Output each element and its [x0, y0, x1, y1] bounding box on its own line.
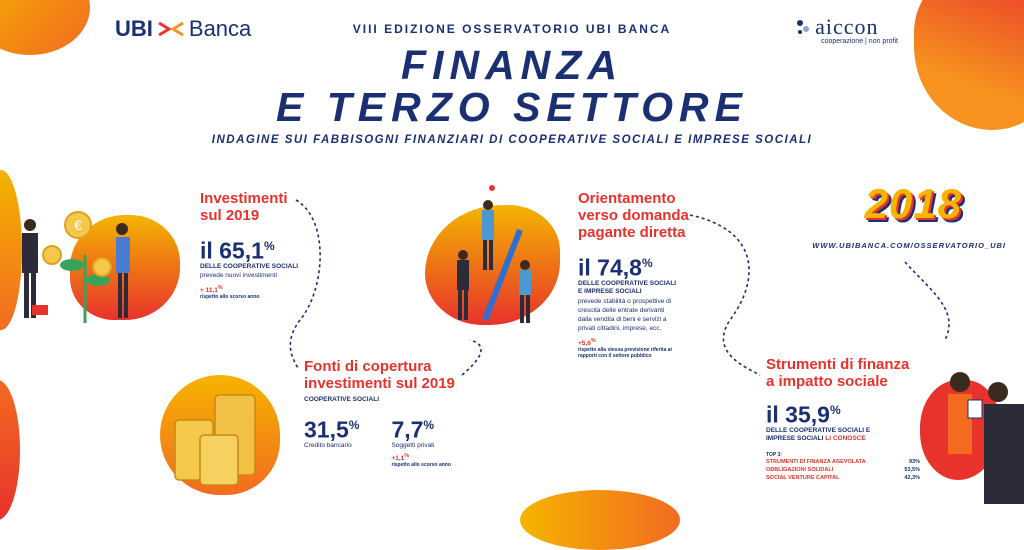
orientamento-title-2: verso domanda	[578, 207, 689, 224]
observatory-url-link[interactable]: WWW.UBIBANCA.COM/OSSERVATORIO_UBI	[812, 241, 1006, 250]
fonti-delta-note: rispetto allo scorso anno	[391, 462, 451, 469]
investimenti-title-1: Investimenti	[200, 190, 288, 207]
aiccon-name: aiccon	[815, 14, 879, 39]
fonti-label-privati: Soggetti privati	[391, 442, 435, 450]
business-meeting-icon	[948, 372, 1024, 504]
ladder-illustration	[425, 180, 565, 330]
orientamento-delta-note-1: rispetto alla stessa previsione riferita…	[578, 346, 672, 353]
orientamento-delta: +5,6%	[578, 337, 596, 347]
investimenti-title-2: sul 2019	[200, 207, 260, 224]
fonti-title-1: Fonti di copertura	[304, 358, 432, 375]
strumenti-top3-table: STRUMENTI DI FINANZA AGEVOLATA 93% OBBLIG…	[766, 458, 920, 482]
ubi-banca-logo: UBI Banca	[115, 16, 251, 42]
orientamento-title-1: Orientamento	[578, 190, 676, 207]
ubi-logo-text: UBI	[115, 16, 153, 41]
investimenti-illustration: €	[0, 205, 185, 330]
decor-blob-bottom-left	[0, 380, 20, 520]
dashed-connector-lines	[289, 199, 950, 376]
edition-label: VIII EDIZIONE OSSERVATORIO UBI BANCA	[352, 22, 672, 36]
business-people-plant-icon: €	[22, 211, 130, 323]
table-row: STRUMENTI DI FINANZA AGEVOLATA 93%	[766, 458, 920, 465]
orientamento-value: il 74,8%	[578, 254, 653, 281]
orientamento-desc-4: privati cittadini, imprese, ecc.	[578, 324, 662, 332]
strumenti-title-2: a impatto sociale	[766, 373, 888, 390]
strumenti-section: Strumenti di finanza a impatto sociale i…	[766, 356, 926, 482]
strumenti-top-label: TOP 3:	[766, 451, 782, 458]
orientamento-title-3: pagante diretta	[578, 224, 686, 241]
fonti-title-2: investimenti sul 2019	[304, 375, 455, 392]
investimenti-delta-note: rispetto allo scorso anno	[200, 294, 260, 301]
orientamento-desc-bold-1: DELLE COOPERATIVE SOCIALI	[578, 279, 677, 287]
fonti-section: Fonti di copertura investimenti sul 2019…	[304, 358, 474, 468]
page-subtitle: INDAGINE SUI FABBISOGNI FINANZIARI DI CO…	[211, 134, 813, 146]
investimenti-section: Investimenti sul 2019 il 65,1% DELLE COO…	[200, 190, 310, 300]
investimenti-delta: + 11,1%	[200, 285, 223, 295]
fonti-label-credito: Credito bancario	[304, 442, 352, 450]
strumenti-value: il 35,9%	[766, 401, 841, 428]
table-row: SOCIAL VENTURE CAPITAL 42,3%	[766, 474, 920, 481]
year-badge: 2018	[864, 180, 962, 227]
orientamento-desc-bold-2: E IMPRESE SOCIALI	[578, 288, 642, 296]
aiccon-dots-icon	[797, 20, 810, 34]
orientamento-section: Orientamento verso domanda pagante diret…	[578, 190, 728, 359]
page-title-line1: FINANZA	[401, 42, 623, 88]
page-title-line2: E TERZO SETTORE	[276, 84, 748, 130]
strumenti-desc-line-2: IMPRESE SOCIALI LI CONOSCE	[766, 435, 866, 443]
fonti-delta: +1,1%	[391, 453, 410, 463]
orientamento-desc-2: crescita delle entrate derivanti	[578, 306, 665, 314]
people-ladder-icon	[457, 185, 531, 323]
strumenti-desc-bold-1: DELLE COOPERATIVE SOCIALI E	[766, 426, 871, 434]
connector-fonti-orientamento	[461, 339, 482, 376]
decor-blob-left-edge	[0, 170, 22, 330]
svg-text:€: €	[74, 217, 82, 233]
ubi-chevron-icon	[158, 21, 184, 37]
fonti-desc-bold: COOPERATIVE SOCIALI	[304, 396, 379, 403]
orientamento-desc-1: prevede stabilità o prospettive di	[578, 297, 672, 305]
fonti-credito: 31,5% Credito bancario	[304, 416, 360, 450]
coins-illustration	[160, 365, 280, 495]
aiccon-tagline: cooperazione | non profit	[821, 38, 898, 45]
fonti-privati: 7,7% Soggetti privati +1,1% rispetto all…	[391, 416, 451, 469]
orientamento-desc-3: dalla vendita di beni e servizi a	[578, 315, 667, 323]
connector-url-strumenti	[904, 261, 950, 341]
investimenti-desc-bold: DELLE COOPERATIVE SOCIALI	[200, 262, 299, 270]
strumenti-desc-red: LI CONOSCE	[825, 435, 866, 443]
investimenti-value: il 65,1%	[200, 237, 275, 264]
orientamento-delta-note-2: rapporti con il settore pubblico	[578, 352, 652, 359]
investimenti-desc: prevede nuovi investimenti	[200, 272, 277, 280]
strumenti-title-1: Strumenti di finanza	[766, 356, 910, 373]
meeting-illustration	[920, 360, 1024, 512]
coin-stacks-icon	[174, 394, 256, 486]
aiccon-logo: aiccon cooperazione | non profit	[797, 14, 898, 45]
ubi-logo-banca: Banca	[188, 16, 252, 41]
table-row: OBBLIGAZIONI SOLIDALI 53,5%	[766, 466, 920, 473]
